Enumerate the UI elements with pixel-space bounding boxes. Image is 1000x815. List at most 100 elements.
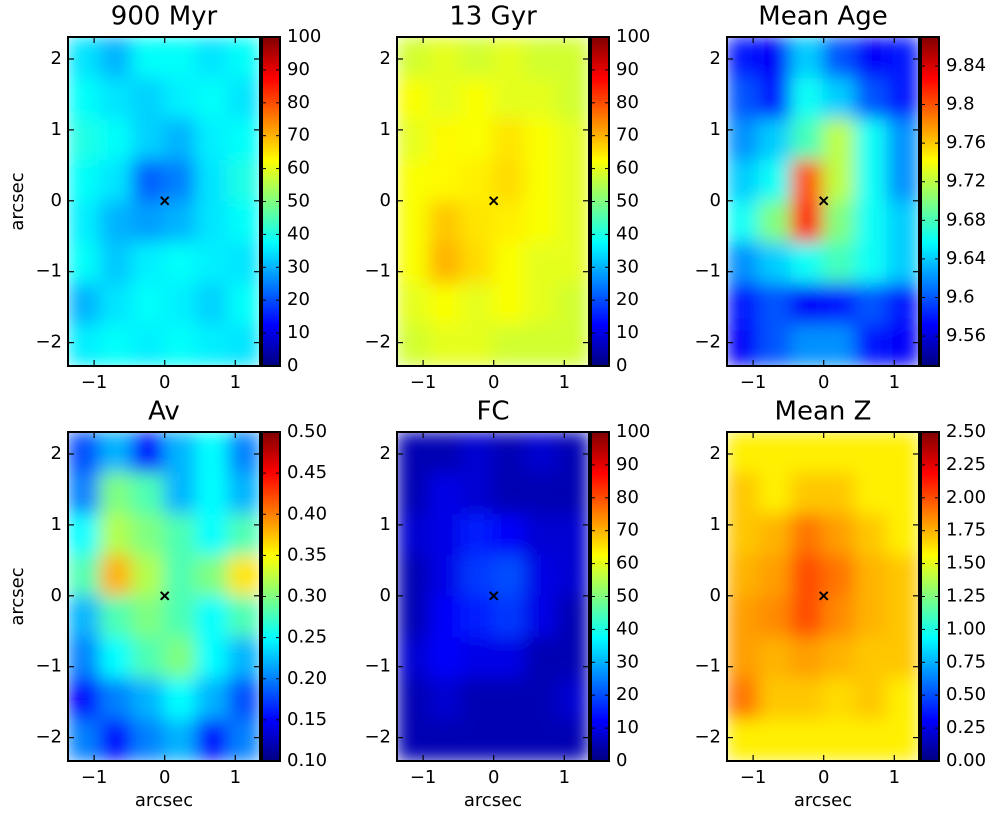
heatmap-cell	[460, 432, 494, 474]
heatmap-cell	[727, 324, 760, 366]
x-tick-label: 1	[559, 767, 570, 788]
heatmap-cell	[68, 554, 101, 597]
panel-title: Av	[148, 397, 180, 427]
colorbar-tick-label: 100	[287, 26, 321, 47]
heatmap-cell	[227, 596, 260, 639]
colorbar-tick-label: 0.25	[946, 717, 986, 738]
heatmap-cell	[68, 324, 101, 366]
heatmap-cell	[195, 637, 229, 680]
heatmap-cell	[492, 719, 526, 761]
colorbar-tick-label: 70	[287, 125, 310, 146]
heatmap-cell	[227, 324, 260, 366]
heatmap-cell	[163, 159, 197, 202]
heatmap-cell	[163, 37, 197, 79]
heatmap-cell	[163, 242, 197, 285]
heatmap-cell	[99, 77, 133, 120]
heatmap-cell	[524, 637, 558, 680]
heatmap-cell	[556, 37, 589, 79]
heatmap-cell	[195, 201, 229, 244]
heatmap-cell	[460, 77, 494, 120]
heatmap-cell	[131, 513, 165, 556]
heatmap-cell	[428, 719, 462, 761]
heatmap-cell	[822, 596, 856, 639]
heatmap-cell	[790, 201, 824, 244]
heatmap-cell	[727, 159, 760, 202]
heatmap-cell	[854, 432, 888, 474]
heatmap-cell	[397, 513, 430, 556]
heatmap-cell	[131, 37, 165, 79]
heatmap-cell	[397, 242, 430, 285]
heatmap-cell	[492, 242, 526, 285]
heatmap-cell	[727, 432, 760, 474]
heatmap-cell	[99, 637, 133, 680]
heatmap-cell	[790, 637, 824, 680]
y-axis-label: arcsec	[7, 172, 28, 230]
y-tick-label: 0	[380, 190, 391, 211]
heatmap-cell	[397, 37, 430, 79]
panel: −1 0 1−2−1012FCarcsec010203040506070809010…	[364, 397, 650, 812]
heatmap-cell	[758, 513, 792, 556]
heatmap-cell	[886, 678, 919, 721]
heatmap-cell	[822, 77, 856, 120]
heatmap-cell	[524, 324, 558, 366]
heatmap	[397, 37, 589, 366]
heatmap-cell	[131, 118, 165, 161]
heatmap-cell	[822, 159, 856, 202]
heatmap-cell	[886, 596, 919, 639]
heatmap-cell	[68, 678, 101, 721]
center-marker	[488, 591, 499, 601]
heatmap-cell	[556, 77, 589, 120]
heatmap-cell	[397, 554, 430, 597]
heatmap-cell	[460, 472, 494, 515]
panel-title: FC	[476, 397, 509, 427]
heatmap-cell	[886, 201, 919, 244]
colorbar-tick-label: 9.6	[946, 286, 975, 307]
panel-title: Mean Z	[775, 397, 872, 427]
heatmap-cell	[195, 283, 229, 326]
y-tick-label: 2	[380, 443, 391, 464]
heatmap-cell	[758, 242, 792, 285]
colorbar-tick-label: 100	[616, 421, 650, 442]
y-tick-label: 2	[710, 48, 721, 69]
heatmap-cell	[727, 554, 760, 597]
heatmap-cell	[758, 719, 792, 761]
heatmap-cell	[758, 637, 792, 680]
panel: −1 0 1 −2 −1 0 1 2 900 Myr arcsec 0 10 20 30 40 50 60 70 8…	[7, 2, 321, 394]
colorbar-tick-label: 70	[616, 520, 639, 541]
colorbar-tick-label: 0.00	[946, 750, 986, 771]
heatmap-cell	[524, 159, 558, 202]
y-tick-label: −2	[364, 332, 391, 353]
heatmap-cell	[460, 37, 494, 79]
heatmap-cell	[524, 283, 558, 326]
heatmap-cell	[397, 432, 430, 474]
x-tick-label: −1	[81, 372, 108, 393]
heatmap-cell	[68, 118, 101, 161]
colorbar-tick-label: 80	[616, 92, 639, 113]
heatmap-cell	[195, 118, 229, 161]
heatmap-cell	[131, 719, 165, 761]
heatmap-cell	[227, 283, 260, 326]
heatmap-cell	[99, 201, 133, 244]
heatmap-cell	[790, 719, 824, 761]
colorbar-tick-label: 0.30	[287, 586, 327, 607]
heatmap-cell	[556, 242, 589, 285]
heatmap-cell	[524, 596, 558, 639]
colorbar-tick-label: 0.25	[287, 627, 327, 648]
center-marker	[488, 196, 499, 206]
heatmap-cell	[854, 324, 888, 366]
heatmap-cell	[727, 283, 760, 326]
heatmap-cell	[790, 159, 824, 202]
heatmap-cell	[790, 472, 824, 515]
heatmap-cell	[556, 513, 589, 556]
heatmap-cell	[227, 472, 260, 515]
heatmap-cell	[854, 678, 888, 721]
heatmap-cell	[790, 678, 824, 721]
heatmap-cell	[556, 472, 589, 515]
y-tick-label: −1	[35, 656, 62, 677]
heatmap-cell	[822, 283, 856, 326]
y-tick-label: 2	[710, 443, 721, 464]
heatmap-cell	[492, 554, 526, 597]
heatmap-cell	[99, 472, 133, 515]
heatmap-cells	[727, 37, 919, 366]
heatmap-cell	[227, 678, 260, 721]
